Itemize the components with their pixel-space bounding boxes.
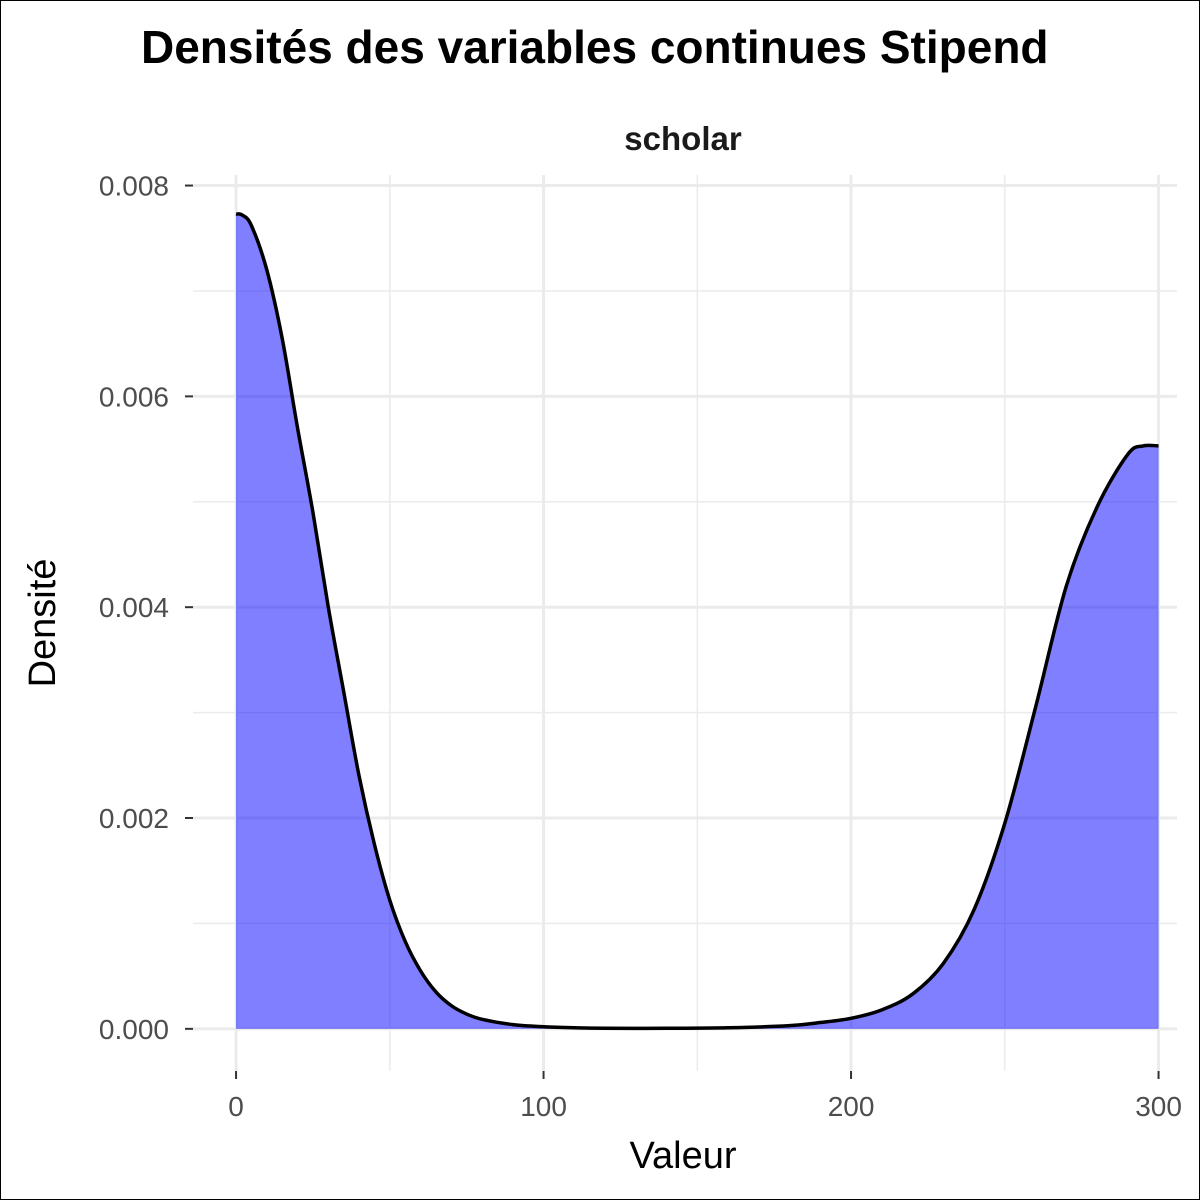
density-line (235, 212, 1159, 1031)
x-tick-label: 200 (828, 1091, 875, 1122)
y-tick-label: 0.004 (99, 592, 169, 623)
y-tick-label: 0.002 (99, 803, 169, 834)
y-tick-label: 0.008 (99, 171, 169, 202)
y-tick-label: 0.000 (99, 1014, 169, 1045)
facet-label: scholar (624, 120, 742, 157)
density-area-layer (235, 212, 1159, 1031)
x-tick-label: 100 (520, 1091, 567, 1122)
x-axis-title: Valeur (629, 1135, 736, 1177)
y-axis-title: Densité (22, 559, 64, 688)
chart-title: Densités des variables continues Stipend (141, 21, 1049, 73)
y-tick-label: 0.006 (99, 381, 169, 412)
axes: 0 100 200 300 0.000 0.002 0.004 0.006 0.008 (99, 171, 1182, 1122)
x-tick-label: 0 (228, 1091, 244, 1122)
density-fill (236, 213, 1159, 1029)
x-tick-label: 300 (1135, 1091, 1182, 1122)
